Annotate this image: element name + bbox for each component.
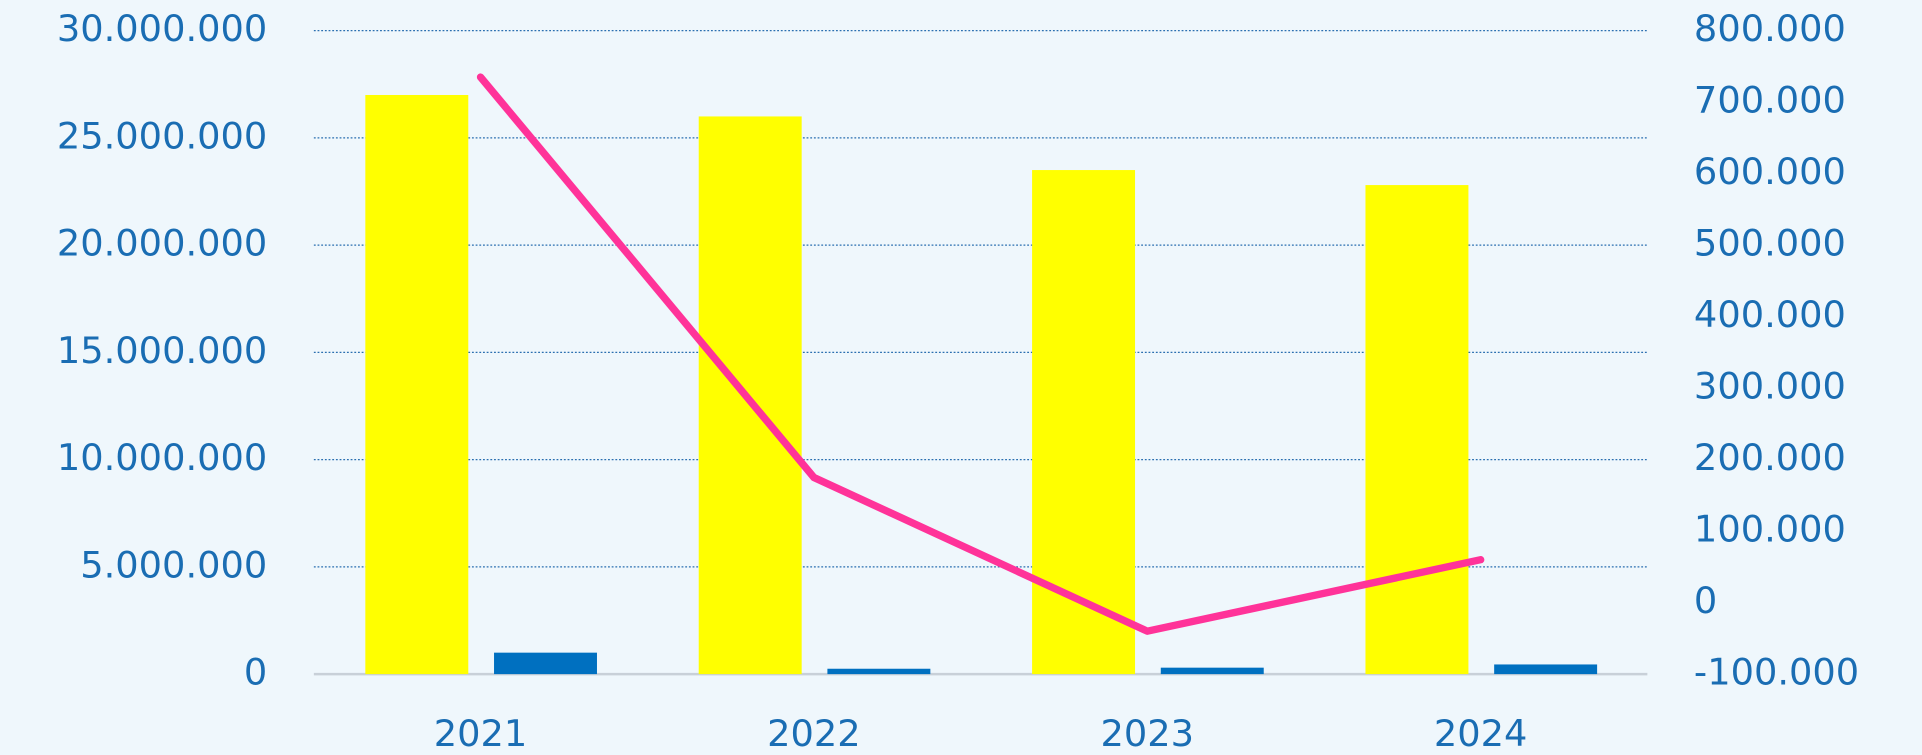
bar bbox=[494, 652, 597, 675]
y-tick-label: 0 bbox=[244, 651, 267, 694]
bar bbox=[365, 94, 469, 675]
line bbox=[476, 73, 1485, 635]
y2-tick-label: 300.000 bbox=[1694, 365, 1846, 408]
bar bbox=[1494, 664, 1598, 675]
bar bbox=[1365, 185, 1469, 675]
y2-tick-label: 0 bbox=[1694, 579, 1717, 622]
y2-tick-label: 700.000 bbox=[1694, 79, 1846, 122]
bar bbox=[1032, 170, 1136, 675]
bar bbox=[827, 668, 931, 675]
bar bbox=[1160, 667, 1264, 675]
y-tick-label: 25.000.000 bbox=[57, 114, 267, 157]
y2-tick-label: 600.000 bbox=[1694, 150, 1846, 193]
x-tick-label: 2023 bbox=[1101, 712, 1195, 755]
y2-tick-label: 800.000 bbox=[1694, 7, 1846, 50]
x-tick-label: 2024 bbox=[1434, 712, 1528, 755]
y2-tick-label: 400.000 bbox=[1694, 293, 1846, 336]
y-tick-label: 20.000.000 bbox=[57, 222, 267, 265]
y-tick-label: 30.000.000 bbox=[57, 7, 267, 50]
y2-tick-label: 200.000 bbox=[1694, 436, 1846, 479]
y2-tick-label: 500.000 bbox=[1694, 222, 1846, 265]
x-tick-label: 2021 bbox=[434, 712, 528, 755]
y2-tick-label: 100.000 bbox=[1694, 508, 1846, 551]
y2-tick-label: -100.000 bbox=[1694, 651, 1859, 694]
y-tick-label: 15.000.000 bbox=[57, 329, 267, 372]
y-tick-label: 10.000.000 bbox=[57, 436, 267, 479]
y-tick-label: 5.000.000 bbox=[80, 543, 267, 586]
x-tick-label: 2022 bbox=[767, 712, 861, 755]
